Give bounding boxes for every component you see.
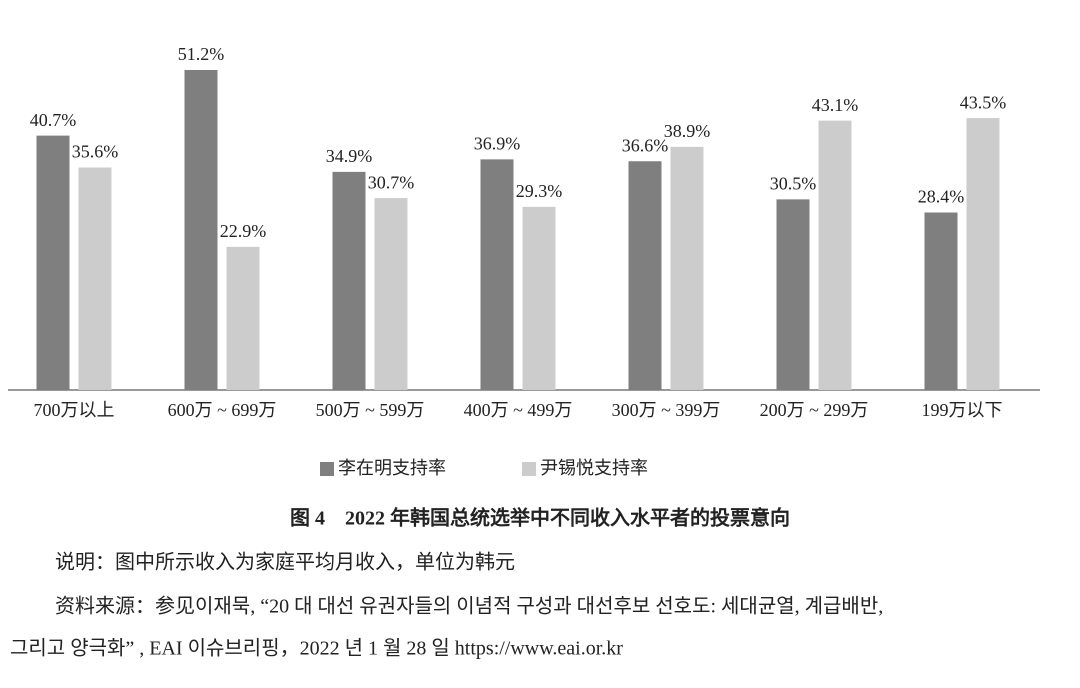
bar (78, 167, 112, 390)
bar (184, 70, 218, 390)
x-tick-label: 300万 ~ 399万 (612, 400, 721, 420)
bar (670, 146, 704, 390)
value-label: 28.4% (918, 187, 965, 207)
value-label: 38.9% (664, 121, 711, 141)
bar (374, 198, 408, 390)
x-tick-label: 700万以上 (34, 400, 115, 420)
bar (226, 246, 260, 390)
x-tick-label: 199万以下 (922, 400, 1003, 420)
value-label: 30.5% (770, 174, 817, 194)
value-label: 36.6% (622, 135, 669, 155)
value-label: 43.5% (960, 92, 1007, 112)
x-tick-label: 600万 ~ 699万 (168, 400, 277, 420)
bar (480, 159, 514, 390)
chart-title: 图 4 2022 年韩国总统选举中不同收入水平者的投票意向 (290, 506, 790, 530)
note: 그리고 양극화” , EAI 이슈브리핑，2022 년 1 월 28 일 htt… (10, 637, 623, 660)
legend-label: 李在明支持率 (338, 458, 446, 478)
value-label: 29.3% (516, 181, 563, 201)
value-label: 36.9% (474, 134, 521, 154)
x-tick-label: 400万 ~ 499万 (464, 400, 573, 420)
x-tick-label: 200万 ~ 299万 (760, 400, 869, 420)
x-tick-label: 500万 ~ 599万 (316, 400, 425, 420)
legend-swatch (522, 462, 536, 476)
bar (36, 135, 70, 390)
value-label: 35.6% (72, 142, 119, 162)
bar (776, 199, 810, 390)
note: 说明：图中所示收入为家庭平均月收入，单位为韩元 (55, 551, 515, 574)
legend-label: 尹锡悦支持率 (540, 458, 648, 478)
note: 资料来源：参见이재묵, “20 대 대선 유권자들의 이념적 구성과 대선후보 … (55, 595, 883, 618)
value-label: 34.9% (326, 146, 373, 166)
bar (628, 161, 662, 390)
legend-swatch (320, 462, 334, 476)
bar (966, 118, 1000, 390)
value-label: 51.2% (178, 44, 225, 64)
bar (522, 206, 556, 390)
value-label: 40.7% (30, 110, 77, 130)
bar (924, 212, 958, 390)
bar (818, 120, 852, 390)
value-label: 22.9% (220, 221, 267, 241)
value-label: 30.7% (368, 172, 415, 192)
bar (332, 171, 366, 390)
value-label: 43.1% (812, 95, 859, 115)
